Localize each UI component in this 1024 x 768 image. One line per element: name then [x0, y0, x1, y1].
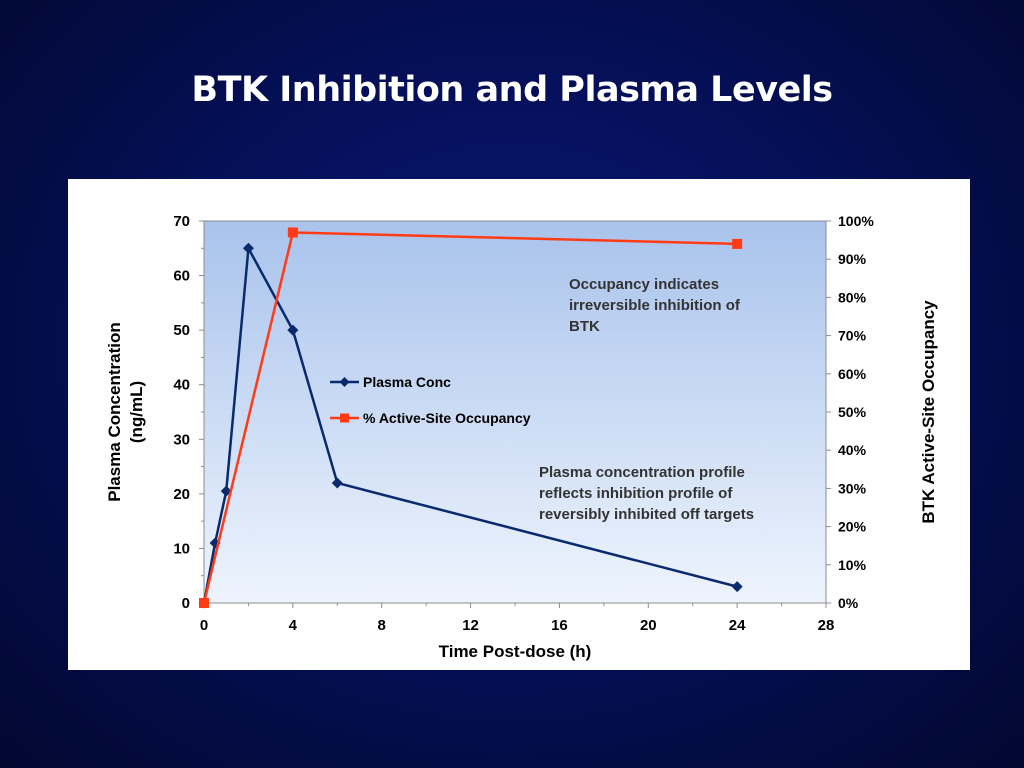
btk-chart: 0102030405060700%10%20%30%40%50%60%70%80… [105, 213, 938, 661]
chart-panel: 0 10 20 30 40 50 60 70 0% 10% 20% 30% 40% 50% 60% 70% 80… [68, 179, 970, 670]
legend-label: Plasma Conc [363, 374, 451, 390]
y-tick-label: 10 [173, 540, 190, 557]
slide-title: BTK Inhibition and Plasma Levels [191, 70, 833, 110]
y-tick-label: 60 [173, 268, 190, 285]
occupancy-point [287, 227, 298, 238]
y2-tick-label: 70% [838, 328, 867, 344]
plot-area [203, 220, 827, 604]
occupancy-point [732, 238, 743, 249]
y2-tick-label: 30% [838, 480, 867, 496]
y-tick-label: 40 [173, 377, 190, 394]
y2-tick-label: 80% [838, 289, 867, 305]
y-tick-label: 20 [173, 486, 190, 503]
plasma-annotation-line: Plasma concentration profile [539, 464, 745, 481]
plasma-conc-point [331, 477, 343, 489]
legend-marker [340, 413, 349, 423]
y-tick-label: 30 [173, 431, 190, 448]
plasma-annotation-line: reflects inhibition profile of [539, 485, 733, 502]
y-axis-title: Plasma Concentration (ng/mL) [105, 322, 146, 502]
y2-tick-label: 90% [838, 251, 867, 267]
y-tick-label: 50 [173, 322, 190, 339]
x-tick-label: 24 [729, 617, 746, 634]
y2-tick-label: 10% [838, 557, 867, 573]
plasma-annotation-line: reversibly inhibited off targets [539, 506, 754, 523]
plasma-annotation: Plasma concentration profile reflects inh… [539, 464, 754, 523]
plasma-conc-point [287, 324, 299, 336]
y2-tick-label: 40% [838, 442, 867, 458]
occupancy-annotation: Occupancy indicates irreversible inhibiti… [569, 276, 741, 335]
x-tick-label: 16 [551, 617, 568, 634]
occupancy-annotation-line: irreversible inhibition of [569, 297, 741, 314]
x-tick-label: 12 [462, 617, 479, 634]
y-axis-title-line: Plasma Concentration [105, 322, 124, 502]
occupancy-annotation-line: Occupancy indicates [569, 276, 719, 293]
y2-tick-label: 60% [838, 366, 867, 382]
plasma-conc-point [242, 242, 254, 254]
occupancy-annotation-line: BTK [569, 318, 600, 335]
y2-tick-label: 100% [838, 213, 874, 229]
legend-marker [339, 377, 350, 387]
x-tick-label: 4 [289, 617, 298, 634]
y2-axis-title: BTK Active-Site Occupancy [919, 300, 938, 524]
x-axis-title: Time Post-dose (h) [439, 642, 592, 661]
legend-label: % Active-Site Occupancy [363, 410, 531, 426]
plasma-conc-point [731, 581, 743, 593]
x-tick-label: 0 [200, 617, 208, 634]
x-tick-label: 28 [818, 617, 835, 634]
y2-tick-label: 20% [838, 519, 867, 535]
x-tick-label: 20 [640, 617, 657, 634]
y-tick-label: 0 [182, 595, 190, 612]
x-tick-label: 8 [378, 617, 386, 634]
y-tick-label: 70 [173, 213, 190, 230]
occupancy-point [199, 598, 209, 608]
y-axis-title-line: (ng/mL) [127, 381, 146, 443]
y2-tick-label: 50% [838, 404, 867, 420]
y2-tick-label: 0% [838, 595, 859, 611]
